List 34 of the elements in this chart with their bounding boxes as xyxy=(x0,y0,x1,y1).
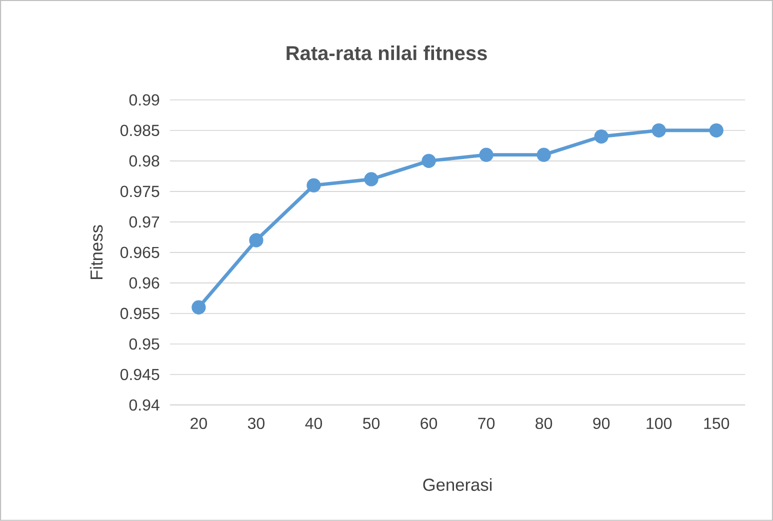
point xyxy=(652,123,666,138)
point xyxy=(422,154,436,168)
chart-title: Rata-rata nilai fitness xyxy=(286,46,487,60)
point xyxy=(306,178,321,192)
x-tick-label: 60 xyxy=(420,418,438,430)
point xyxy=(536,148,551,162)
point xyxy=(594,129,608,144)
point xyxy=(249,233,264,248)
y-tick-label: 0.94 xyxy=(129,399,160,411)
x-tick-label: 150 xyxy=(704,418,730,430)
y-tick-label: 0.945 xyxy=(120,368,160,380)
x-axis-title: Generasi xyxy=(423,478,492,491)
y-tick-label: 0.95 xyxy=(129,338,160,350)
y-tick-label: 0.98 xyxy=(129,155,160,167)
point xyxy=(364,172,378,186)
point xyxy=(709,123,724,138)
y-axis-title: Fitness xyxy=(90,225,103,280)
x-tick-label: 100 xyxy=(646,418,672,430)
y-tick-label: 0.96 xyxy=(129,277,160,289)
x-tick-label: 90 xyxy=(593,418,610,430)
point xyxy=(192,300,206,314)
x-tick-label: 70 xyxy=(478,418,495,430)
y-tick-label: 0.99 xyxy=(129,94,160,106)
y-tick-label: 0.97 xyxy=(129,216,160,228)
y-tick-label: 0.965 xyxy=(120,246,160,258)
x-tick-label: 30 xyxy=(248,418,264,430)
x-tick-label: 20 xyxy=(190,418,207,430)
x-tick-label: 40 xyxy=(305,418,322,430)
point xyxy=(479,148,494,162)
y-tick-label: 0.955 xyxy=(120,308,160,320)
x-tick-label: 50 xyxy=(362,418,380,430)
y-tick-label: 0.975 xyxy=(120,186,160,198)
x-tick-label: 80 xyxy=(536,418,552,430)
y-tick-label: 0.985 xyxy=(120,124,160,136)
